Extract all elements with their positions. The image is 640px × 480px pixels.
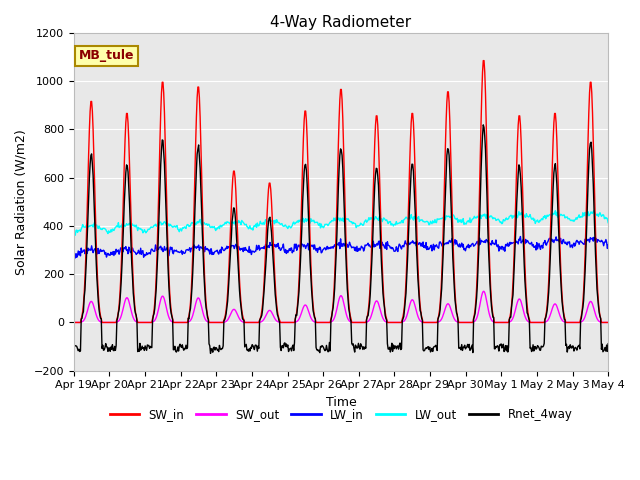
SW_out [479, 288, 487, 294]
Rnet_4way [207, 350, 214, 356]
Rnet_4way [218, 346, 225, 351]
LW_in [422, 240, 430, 245]
Line: LW_out: LW_out [74, 211, 608, 235]
SW_out [406, 302, 413, 308]
Line: LW_in: LW_in [74, 237, 608, 258]
LW_out [70, 231, 77, 237]
SW_in [134, 320, 142, 325]
LW_in [516, 234, 524, 240]
Title: 4-Way Radiometer: 4-Way Radiometer [270, 15, 412, 30]
LW_in [72, 255, 79, 261]
Rnet_4way [479, 122, 487, 128]
LW_in [81, 247, 88, 252]
Rnet_4way [79, 309, 87, 314]
SW_out [79, 318, 87, 324]
X-axis label: Time: Time [326, 396, 356, 409]
SW_out [134, 320, 142, 325]
Rnet_4way [604, 341, 612, 347]
Y-axis label: Solar Radiation (W/m2): Solar Radiation (W/m2) [15, 129, 28, 275]
SW_in [422, 320, 429, 325]
LW_in [70, 254, 77, 260]
SW_in [217, 320, 225, 325]
Rnet_4way [422, 345, 430, 351]
SW_out [217, 320, 225, 325]
LW_out [604, 220, 612, 226]
LW_in [218, 244, 225, 250]
SW_in [604, 320, 612, 325]
Text: MB_tule: MB_tule [79, 49, 134, 62]
SW_in [70, 320, 77, 325]
LW_out [406, 216, 414, 222]
LW_out [72, 232, 79, 238]
Legend: SW_in, SW_out, LW_in, LW_out, Rnet_4way: SW_in, SW_out, LW_in, LW_out, Rnet_4way [105, 403, 577, 426]
SW_in [189, 253, 196, 259]
LW_out [189, 219, 197, 225]
SW_out [422, 320, 429, 325]
LW_out [422, 219, 430, 225]
Rnet_4way [406, 184, 414, 190]
LW_out [135, 226, 143, 231]
LW_in [189, 248, 197, 253]
SW_out [189, 312, 196, 318]
SW_out [70, 320, 77, 325]
Line: SW_in: SW_in [74, 60, 608, 323]
LW_in [604, 242, 612, 248]
LW_in [406, 240, 414, 246]
Rnet_4way [189, 271, 196, 276]
SW_out [604, 320, 612, 325]
Line: SW_out: SW_out [74, 291, 608, 323]
LW_out [81, 224, 88, 230]
Rnet_4way [134, 347, 142, 352]
SW_in [479, 58, 487, 63]
SW_in [406, 160, 413, 166]
SW_in [79, 301, 87, 307]
LW_in [135, 250, 143, 255]
LW_out [218, 224, 225, 230]
LW_out [590, 208, 598, 214]
Line: Rnet_4way: Rnet_4way [74, 125, 608, 353]
Rnet_4way [70, 346, 77, 351]
